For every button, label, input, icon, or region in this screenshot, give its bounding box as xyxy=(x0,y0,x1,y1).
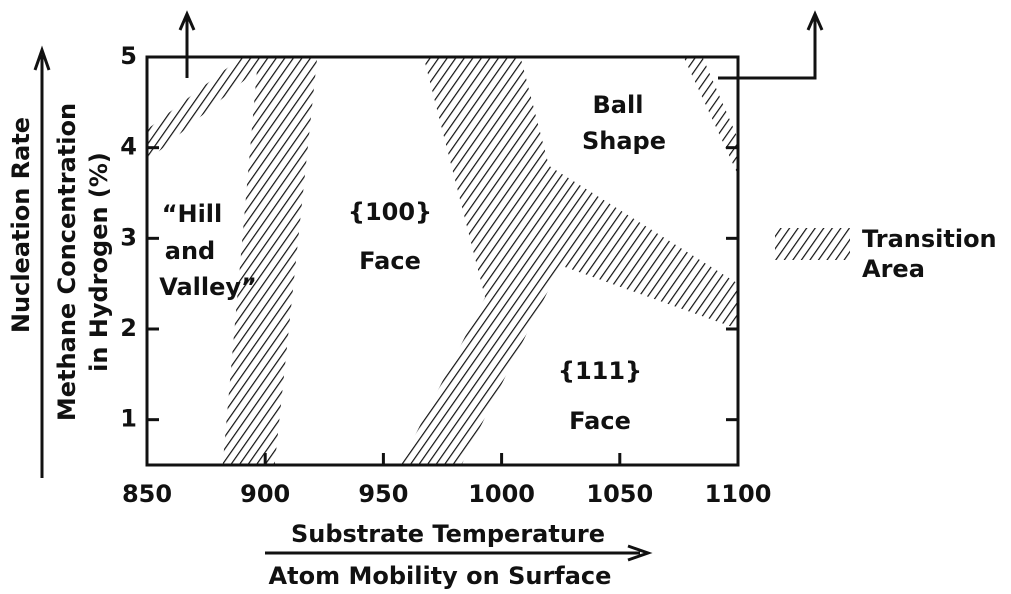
x-tick-label: 1000 xyxy=(468,480,535,508)
annotation: “Hill xyxy=(162,200,223,228)
y-tick-label: 3 xyxy=(120,223,137,251)
annotation: Valley” xyxy=(159,273,257,301)
annotation: Ball xyxy=(593,91,644,119)
annotation: {111} xyxy=(558,357,642,385)
x-label: Atom Mobility on Surface xyxy=(269,562,612,590)
arrow-up-right xyxy=(718,14,822,78)
x-tick-label: 1100 xyxy=(705,480,772,508)
legend-label: Area xyxy=(862,255,925,283)
y-tick-label: 4 xyxy=(120,133,137,161)
y-tick-label: 1 xyxy=(120,405,137,433)
x-tick-label: 1050 xyxy=(586,480,653,508)
y-tick-label: 2 xyxy=(120,314,137,342)
transition-region xyxy=(684,57,738,175)
annotation: {100} xyxy=(348,198,432,226)
y-label: Methane Concentration xyxy=(53,103,81,421)
annotation: Face xyxy=(569,407,631,435)
annotation: Face xyxy=(359,247,421,275)
transition-region xyxy=(400,57,738,465)
transition-region xyxy=(223,57,318,465)
plot-area xyxy=(147,57,738,465)
legend-label: Transition xyxy=(862,225,997,253)
y-label: Nucleation Rate xyxy=(7,117,35,333)
y-label: in Hydrogen (%) xyxy=(85,152,113,372)
y-arrow xyxy=(35,50,49,478)
x-tick-label: 900 xyxy=(240,480,290,508)
y-tick-label: 5 xyxy=(120,42,137,70)
legend-swatch xyxy=(775,228,850,260)
x-tick-label: 950 xyxy=(358,480,408,508)
x-label: Substrate Temperature xyxy=(291,520,605,548)
chart: Nucleation Rate Methane Concentration in… xyxy=(0,0,1011,594)
x-tick-label: 850 xyxy=(122,480,172,508)
x-arrow xyxy=(265,546,648,560)
annotation: Shape xyxy=(582,127,666,155)
arrow-up-left xyxy=(180,14,194,78)
annotation: and xyxy=(165,237,215,265)
